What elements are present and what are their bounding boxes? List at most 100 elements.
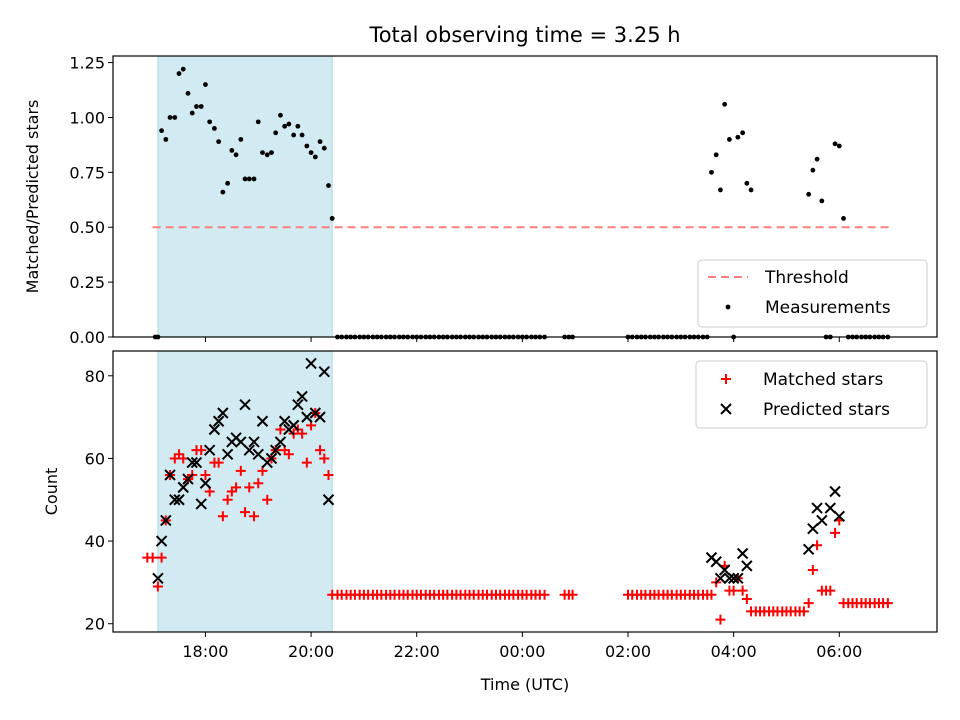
matched-star-marker <box>539 589 550 600</box>
y-tick-label: 0.25 <box>69 273 105 292</box>
predicted-star-marker <box>252 448 264 461</box>
predicted-star-marker <box>714 572 727 584</box>
measurement-point <box>251 176 257 182</box>
predicted-star-marker <box>710 556 722 568</box>
measurement-point <box>207 119 213 125</box>
measurement-point <box>176 71 182 76</box>
matched-star-marker <box>235 465 246 476</box>
matched-star-marker <box>319 453 330 464</box>
y-tick-label: 0.50 <box>69 218 105 237</box>
predicted-star-marker <box>736 547 749 560</box>
observing-window-shade <box>157 55 333 338</box>
y-axis-label: Count <box>42 468 61 516</box>
y-tick-label: 0.00 <box>69 328 105 347</box>
y-tick-label: 20 <box>85 615 105 634</box>
matched-star-marker <box>156 552 167 563</box>
measurement-point <box>295 123 301 129</box>
predicted-star-marker <box>301 411 313 423</box>
measurement-point <box>185 90 191 96</box>
predicted-star-marker <box>203 444 216 456</box>
legend-measurements-swatch <box>725 304 731 310</box>
predicted-star-marker <box>824 502 837 514</box>
predicted-star-marker <box>217 407 229 419</box>
y-axis-label: Matched/Predicted stars <box>23 100 42 294</box>
measurement-point <box>282 123 288 129</box>
matched-star-marker <box>262 494 273 505</box>
predicted-star-marker <box>278 415 291 427</box>
measurement-point <box>212 126 217 131</box>
matched-star-marker <box>567 589 578 600</box>
matched-star-marker <box>830 527 841 538</box>
measurement-point <box>718 187 723 193</box>
measurement-point <box>225 180 231 186</box>
predicted-star-marker <box>155 535 168 547</box>
y-tick-label: 1.25 <box>69 54 105 73</box>
predicted-star-marker <box>208 423 221 436</box>
predicted-star-marker <box>160 514 172 527</box>
measurement-point <box>722 101 728 107</box>
predicted-star-marker <box>256 415 269 427</box>
measurement-point <box>238 137 244 142</box>
top-panel-ratio: 0.00 0.25 0.50 0.75 1.00 1.25 Matched/Predicte… <box>23 54 938 347</box>
measurement-point <box>159 128 164 134</box>
measurement-point <box>326 183 331 188</box>
predicted-star-marker <box>269 444 282 456</box>
matched-star-marker <box>152 581 163 592</box>
measurement-point <box>836 143 842 149</box>
measurement-point <box>321 145 327 151</box>
measurement-point <box>233 152 239 158</box>
legend-measurements-label: Measurements <box>765 298 891 318</box>
y-tick-label: 40 <box>85 532 105 551</box>
matched-star-marker <box>315 445 326 456</box>
predicted-star-marker <box>243 444 255 456</box>
measurement-point <box>819 198 825 204</box>
predicted-star-marker <box>829 485 841 498</box>
x-tick-label: 02:00 <box>605 642 651 661</box>
measurement-point <box>308 150 314 155</box>
matched-star-marker <box>301 457 312 468</box>
predicted-star-marker <box>164 469 176 481</box>
predicted-star-marker <box>718 564 731 576</box>
measurement-point <box>317 139 323 145</box>
measurement-point <box>167 115 173 120</box>
matched-star-marker <box>882 598 893 609</box>
predicted-star-marker <box>239 399 251 411</box>
measurement-point <box>291 132 297 138</box>
predicted-star-marker <box>322 494 335 506</box>
measurement-point <box>748 187 754 193</box>
matched-star-marker <box>240 507 251 518</box>
predicted-star-marker <box>182 473 194 485</box>
measurement-point <box>278 112 283 118</box>
legend-box <box>697 259 928 328</box>
axes-frame <box>112 55 938 338</box>
measurement-point <box>229 147 235 153</box>
matched-star-marker <box>728 585 739 596</box>
measurement-point <box>740 130 746 136</box>
measurement-point <box>242 176 248 182</box>
matched-star-marker <box>737 585 748 596</box>
predicted-star-marker <box>318 365 330 378</box>
matched-star-marker <box>323 469 334 480</box>
legend-threshold-label: Threshold <box>764 268 849 288</box>
matched-star-marker <box>196 445 207 456</box>
predicted-star-marker <box>186 456 198 469</box>
measurement-point <box>286 121 292 127</box>
x-tick-label: 20:00 <box>288 642 334 661</box>
legend-predicted-label: Predicted stars <box>763 400 890 420</box>
chart-title: Total observing time = 3.25 h <box>368 23 680 47</box>
x-tick-label: 22:00 <box>394 642 440 661</box>
x-tick-label: 04:00 <box>711 642 757 661</box>
x-tick-label: 00:00 <box>499 642 545 661</box>
predicted-star-marker <box>221 448 234 461</box>
measurement-point <box>172 115 178 120</box>
measurement-point <box>713 152 719 158</box>
predicted-star-marker <box>152 572 164 584</box>
legend-predicted-swatch <box>720 403 732 415</box>
predicted-star-marker <box>292 399 304 411</box>
predicted-star-marker <box>212 415 225 427</box>
bottom-panel-counts: 20 40 60 80 18:00 20:00 22:00 00:00 02:00 04:00 06… <box>42 350 938 694</box>
predicted-star-marker <box>732 572 744 584</box>
measurement-point <box>735 134 741 140</box>
matched-star-marker <box>283 449 294 460</box>
predicted-star-marker <box>305 357 317 370</box>
